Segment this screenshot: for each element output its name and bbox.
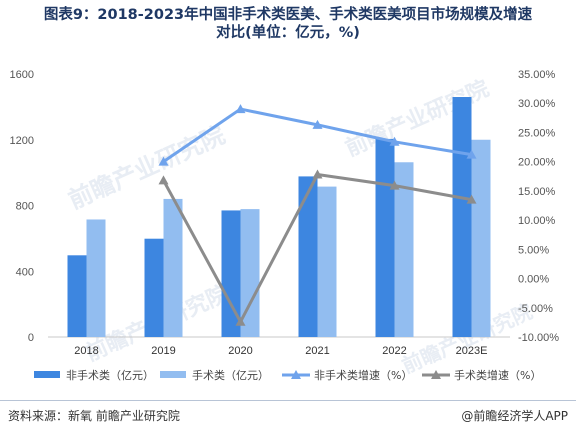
chart-title: 图表9：2018-2023年中国非手术类医美、手术类医美项目市场规模及增速 对比… <box>0 6 576 42</box>
left-y-tick-label: 400 <box>16 266 34 278</box>
marker-surgical-growth <box>466 194 477 204</box>
combo-chart: 前瞻产业研究院前瞻产业研究院前瞻产业研究院前瞻产业研究院 04008001200… <box>10 69 560 382</box>
right-y-tick-label: 15.00% <box>518 186 556 198</box>
bar-non-surgical <box>452 97 472 337</box>
right-y-tick-label: 30.00% <box>518 98 556 110</box>
marker-non-surgical-growth <box>312 119 323 129</box>
left-y-tick-label: 800 <box>16 201 34 213</box>
x-tick-label: 2020 <box>228 345 252 357</box>
lines <box>158 104 477 326</box>
bars <box>67 97 491 337</box>
marker-non-surgical-growth <box>235 104 246 114</box>
legend: 非手术类（亿元） 手术类（亿元） 非手术类增速（%） 手术类增速（%） <box>34 368 541 382</box>
x-tick-label: 2021 <box>305 345 329 357</box>
legend-label: 非手术类增速（%） <box>314 368 412 382</box>
bar-surgical <box>86 219 106 337</box>
marker-non-surgical-growth <box>158 156 169 166</box>
right-y-tick-label: 35.00% <box>518 69 556 81</box>
right-y-tick-label: -5.00% <box>518 303 553 315</box>
x-tick-label: 2023E <box>456 345 488 357</box>
bar-non-surgical <box>67 255 87 337</box>
marker-surgical-growth <box>389 180 400 190</box>
left-y-tick-label: 1600 <box>10 69 34 81</box>
right-y-tick-label: 0.00% <box>518 274 549 286</box>
legend-swatch-marker <box>291 370 301 379</box>
bar-non-surgical <box>144 238 164 337</box>
right-y-tick-label: -10.00% <box>518 332 559 344</box>
right-y-tick-label: 5.00% <box>518 244 549 256</box>
legend-swatch-marker <box>431 370 441 379</box>
brand-credit: @前瞻经济学人APP <box>461 409 568 423</box>
chart-title-line1: 图表9：2018-2023年中国非手术类医美、手术类医美项目市场规模及增速 <box>43 7 533 23</box>
bar-surgical <box>240 209 260 337</box>
marker-non-surgical-growth <box>466 149 477 159</box>
axes: 0 400 800 1200 1600 -10.00% -5.00% 0.00% 5.00% 10… <box>10 69 560 357</box>
chart-title-line2: 对比(单位：亿元，%) <box>216 25 360 41</box>
marker-surgical-growth <box>235 316 246 326</box>
bar-surgical <box>163 198 183 337</box>
bar-non-surgical <box>375 138 395 337</box>
bar-surgical <box>471 139 491 337</box>
right-y-tick-label: 25.00% <box>518 127 556 139</box>
source-note: 资料来源：新氧 前瞻产业研究院 <box>8 409 180 423</box>
bar-non-surgical <box>298 176 318 337</box>
bar-surgical <box>394 162 414 337</box>
right-y-tick-label: 20.00% <box>518 157 556 169</box>
legend-swatch-bar <box>160 371 186 378</box>
x-tick-label: 2022 <box>382 345 406 357</box>
x-tick-label: 2019 <box>151 345 175 357</box>
footer: 资料来源：新氧 前瞻产业研究院 @前瞻经济学人APP <box>0 400 576 435</box>
marker-surgical-growth <box>158 175 169 185</box>
legend-swatch-bar <box>34 371 60 378</box>
bar-non-surgical <box>221 210 241 337</box>
left-y-tick-label: 1200 <box>10 135 34 147</box>
x-tick-label: 2018 <box>74 345 98 357</box>
right-y-tick-label: 10.00% <box>518 215 556 227</box>
marker-non-surgical-growth <box>389 136 400 146</box>
legend-label: 非手术类（亿元） <box>66 368 154 382</box>
legend-label: 手术类增速（%） <box>454 368 541 382</box>
left-y-tick-label: 0 <box>28 332 34 344</box>
bar-surgical <box>317 186 337 337</box>
legend-label: 手术类（亿元） <box>192 368 269 382</box>
marker-surgical-growth <box>312 169 323 179</box>
